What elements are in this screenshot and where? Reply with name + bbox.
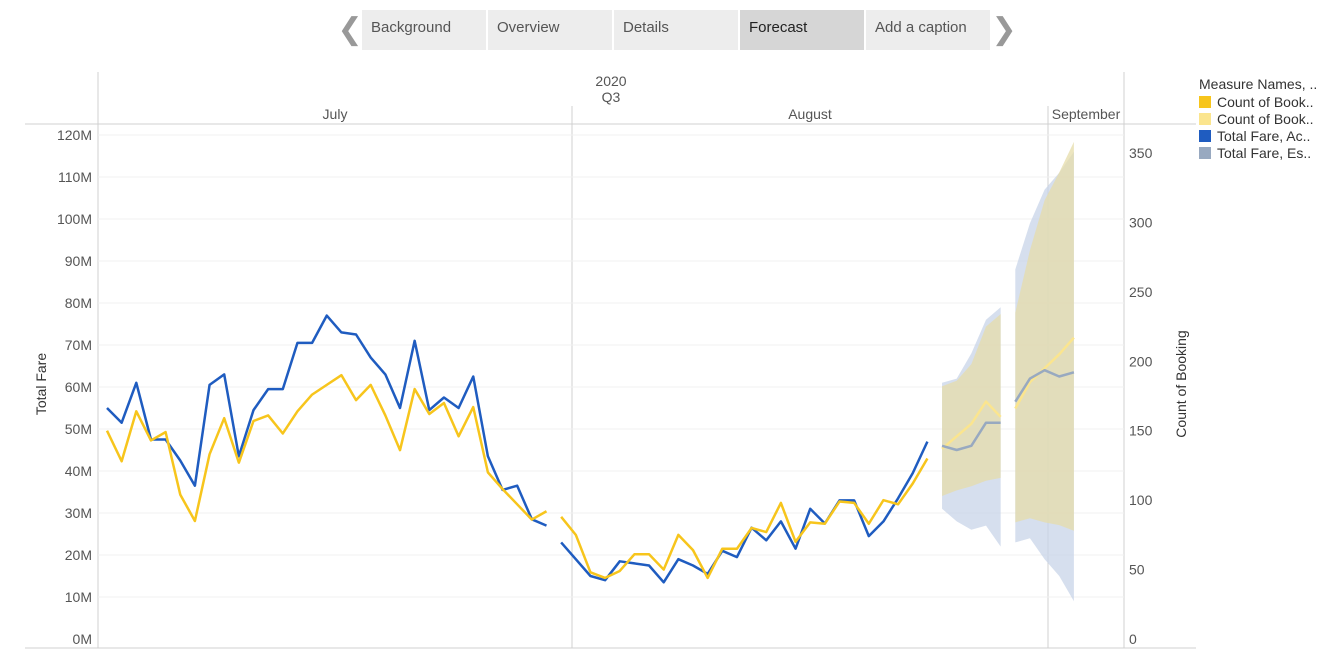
story-tab-overview[interactable]: Overview <box>488 10 612 50</box>
y-left-tick-label: 30M <box>65 505 92 521</box>
next-story-point-icon[interactable]: ❯ <box>991 12 1017 47</box>
y-left-tick-label: 110M <box>58 169 92 185</box>
legend-title: Measure Names, .. <box>1199 76 1318 92</box>
y-right-tick-label: 50 <box>1129 562 1145 578</box>
y-left-tick-label: 120M <box>57 127 92 143</box>
y-left-tick-label: 60M <box>65 379 92 395</box>
legend-label: Count of Book.. <box>1217 93 1314 110</box>
y-right-tick-label: 150 <box>1129 423 1153 439</box>
legend-swatch <box>1199 146 1211 159</box>
y-left-tick-label: 0M <box>73 631 92 647</box>
legend-swatch <box>1199 129 1211 142</box>
forecast-band <box>1015 141 1074 531</box>
series-line <box>941 421 1001 452</box>
y-left-axis-title: Total Fare <box>33 353 49 415</box>
month-header: September <box>1052 106 1121 122</box>
y-right-tick-label: 200 <box>1129 353 1153 369</box>
legend-item[interactable]: Total Fare, Ac.. <box>1199 127 1317 144</box>
y-left-tick-label: 70M <box>65 337 92 353</box>
y-right-tick-label: 250 <box>1129 284 1153 300</box>
year-header: 2020 <box>595 73 626 89</box>
y-left-tick-label: 50M <box>65 421 92 437</box>
y-left-tick-label: 20M <box>65 547 92 563</box>
y-right-tick-label: 300 <box>1129 214 1153 230</box>
y-right-tick-label: 0 <box>1129 631 1137 647</box>
y-left-tick-label: 10M <box>65 589 92 605</box>
y-right-tick-label: 350 <box>1129 145 1153 161</box>
y-left-tick-label: 40M <box>65 463 92 479</box>
series-line <box>105 373 548 523</box>
story-tab-background[interactable]: Background <box>362 10 486 50</box>
story-tabs: Background Overview Details Forecast Add a c… <box>362 10 992 50</box>
legend-label: Count of Book.. <box>1217 110 1314 127</box>
month-header: August <box>788 106 832 122</box>
story-navigator: ❮ Background Overview Details Forecast Add a… <box>337 10 1017 50</box>
legend-label: Total Fare, Es.. <box>1217 144 1312 161</box>
y-right-axis-title: Count of Booking <box>1173 330 1189 437</box>
series-line <box>106 314 547 527</box>
series-line <box>941 400 1002 450</box>
y-left-tick-label: 100M <box>57 211 92 227</box>
series-line <box>1014 336 1075 410</box>
series-line <box>560 441 929 584</box>
story-tab-details[interactable]: Details <box>614 10 738 50</box>
y-left-tick-label: 90M <box>65 253 92 269</box>
legend-item[interactable]: Count of Book.. <box>1199 93 1317 110</box>
legend-swatch <box>1199 95 1211 108</box>
prev-story-point-icon[interactable]: ❮ <box>337 12 363 47</box>
legend: Measure Names, .. Count of Book.. Count o… <box>1199 76 1317 161</box>
legend-swatch <box>1199 112 1211 125</box>
series-line <box>1014 368 1075 403</box>
story-tab-forecast[interactable]: Forecast <box>740 10 864 50</box>
series-line <box>560 457 929 580</box>
quarter-header: Q3 <box>602 89 621 105</box>
legend-item[interactable]: Total Fare, Es.. <box>1199 144 1317 161</box>
y-left-tick-label: 80M <box>65 295 92 311</box>
legend-label: Total Fare, Ac.. <box>1217 127 1311 144</box>
y-right-tick-label: 100 <box>1129 492 1153 508</box>
legend-item[interactable]: Count of Book.. <box>1199 110 1317 127</box>
story-tab-add-a-caption[interactable]: Add a caption <box>866 10 990 50</box>
month-header: July <box>323 106 348 122</box>
forecast-band <box>942 314 1001 496</box>
